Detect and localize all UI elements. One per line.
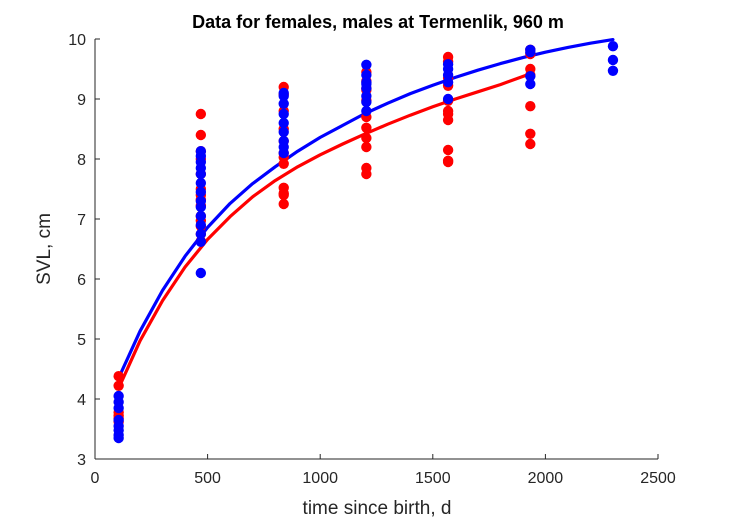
y-tick-label: 6 bbox=[77, 272, 86, 289]
data-point bbox=[442, 144, 454, 156]
data-point bbox=[195, 228, 207, 240]
x-tick-label: 500 bbox=[194, 470, 221, 487]
data-point bbox=[195, 186, 207, 198]
y-tick-label: 8 bbox=[77, 152, 86, 169]
data-point bbox=[361, 69, 372, 81]
x-tick-label: 2000 bbox=[528, 470, 564, 487]
data-point bbox=[607, 65, 619, 77]
data-point bbox=[278, 108, 289, 120]
data-point bbox=[278, 98, 289, 110]
data-point bbox=[442, 114, 454, 126]
data-point bbox=[361, 96, 372, 108]
data-point bbox=[361, 83, 372, 94]
data-point bbox=[361, 122, 372, 133]
data-point bbox=[442, 77, 454, 88]
y-axis-label: SVL, cm bbox=[34, 213, 55, 285]
data-point bbox=[525, 78, 536, 90]
data-point bbox=[442, 156, 454, 168]
x-axis-label: time since birth, d bbox=[303, 498, 452, 519]
data-point bbox=[278, 90, 289, 102]
data-point bbox=[278, 198, 289, 210]
x-tick-label: 1000 bbox=[302, 470, 338, 487]
data-point bbox=[278, 158, 289, 169]
data-point bbox=[525, 138, 536, 150]
data-point bbox=[361, 168, 372, 180]
x-tick-label: 1500 bbox=[415, 470, 451, 487]
plot-area: 0 500 1000 1500 2000 2500 3 4 5 6 7 8 9 10 bbox=[68, 32, 676, 487]
data-point bbox=[195, 168, 207, 180]
data-point bbox=[113, 402, 124, 414]
data-point bbox=[361, 132, 372, 144]
y-tick-label: 5 bbox=[77, 332, 86, 349]
data-point bbox=[607, 54, 619, 66]
data-point bbox=[113, 432, 124, 444]
data-point bbox=[278, 117, 289, 129]
data-point bbox=[525, 71, 536, 82]
data-point bbox=[195, 267, 207, 279]
data-point bbox=[195, 219, 207, 231]
data-point bbox=[361, 105, 372, 117]
chart-title: Data for females, males at Termenlik, 96… bbox=[192, 12, 564, 32]
data-point bbox=[278, 126, 289, 138]
y-tick-label: 7 bbox=[77, 212, 86, 229]
data-point bbox=[361, 59, 372, 70]
data-point bbox=[442, 93, 454, 105]
y-tick-label: 4 bbox=[77, 392, 86, 409]
y-tick-label: 9 bbox=[77, 92, 86, 109]
x-tick-label: 0 bbox=[91, 470, 100, 487]
fit-curve-line bbox=[117, 72, 532, 390]
data-point bbox=[195, 201, 207, 213]
x-tick-label: 2500 bbox=[640, 470, 676, 487]
y-tick-label: 3 bbox=[77, 452, 86, 469]
data-point bbox=[278, 189, 289, 201]
data-point bbox=[525, 128, 536, 139]
data-point bbox=[361, 141, 372, 153]
data-point bbox=[113, 371, 124, 382]
data-point bbox=[525, 47, 536, 58]
data-point bbox=[525, 101, 536, 112]
data-point bbox=[195, 129, 207, 141]
data-point bbox=[195, 236, 207, 247]
data-point bbox=[195, 108, 207, 120]
data-point bbox=[113, 380, 124, 391]
data-point bbox=[195, 210, 207, 222]
data-point bbox=[442, 69, 454, 81]
data-point bbox=[195, 177, 207, 189]
data-point bbox=[607, 41, 619, 52]
data-point bbox=[278, 147, 289, 159]
y-tick-label: 10 bbox=[68, 32, 86, 49]
